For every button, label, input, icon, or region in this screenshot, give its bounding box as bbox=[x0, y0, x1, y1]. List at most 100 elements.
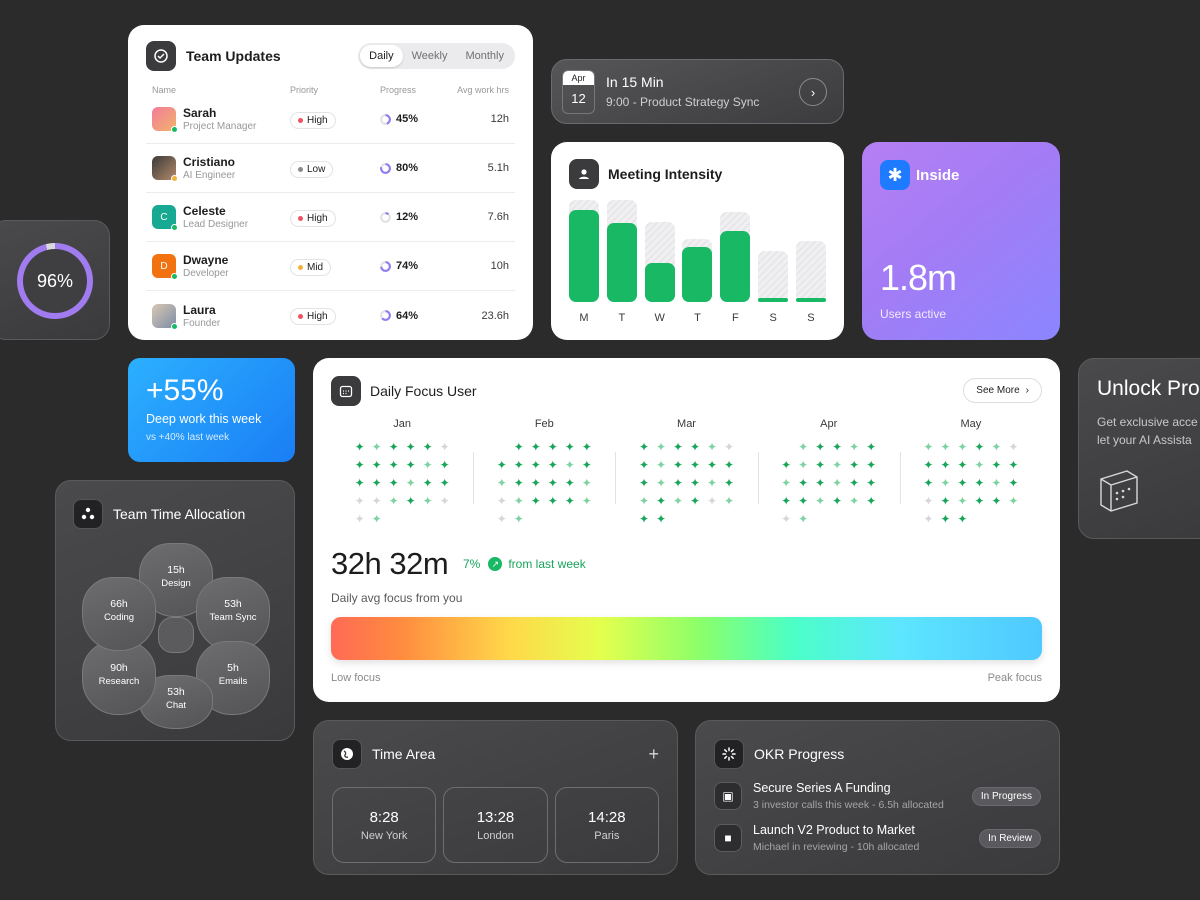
unlock-pro-card[interactable]: Unlock Pro Get exclusive acce let your AI… bbox=[1078, 358, 1200, 539]
focus-day-cell[interactable]: ✦ bbox=[496, 476, 507, 490]
table-row[interactable]: D Dwayne Developer Mid 74% 10h bbox=[146, 242, 515, 291]
focus-day-cell[interactable]: ✦ bbox=[439, 476, 450, 490]
focus-day-cell[interactable]: ✦ bbox=[581, 440, 592, 454]
focus-day-cell[interactable]: ✦ bbox=[923, 458, 934, 472]
focus-day-cell[interactable]: ✦ bbox=[405, 476, 416, 490]
focus-day-cell[interactable]: ✦ bbox=[439, 440, 450, 454]
focus-day-cell[interactable]: ✦ bbox=[923, 440, 934, 454]
focus-day-cell[interactable]: ✦ bbox=[957, 458, 968, 472]
focus-day-cell[interactable]: ✦ bbox=[564, 494, 575, 508]
focus-day-cell[interactable]: ✦ bbox=[832, 458, 843, 472]
focus-day-cell[interactable]: ✦ bbox=[849, 458, 860, 472]
focus-day-cell[interactable]: ✦ bbox=[547, 494, 558, 508]
focus-day-cell[interactable]: ✦ bbox=[530, 476, 541, 490]
focus-day-cell[interactable]: ✦ bbox=[388, 476, 399, 490]
focus-day-cell[interactable]: ✦ bbox=[781, 512, 792, 526]
intensity-bar[interactable] bbox=[720, 200, 751, 302]
focus-day-cell[interactable]: ✦ bbox=[781, 458, 792, 472]
focus-day-cell[interactable]: ✦ bbox=[371, 476, 382, 490]
clock-paris[interactable]: 14:28 Paris bbox=[554, 787, 659, 863]
focus-day-cell[interactable]: ✦ bbox=[513, 494, 524, 508]
okr-item[interactable]: ■ Launch V2 Product to Market Michael in … bbox=[714, 823, 1041, 853]
segment-team-sync[interactable]: 53h Team Sync bbox=[196, 577, 270, 651]
focus-day-cell[interactable]: ✦ bbox=[706, 494, 718, 508]
focus-day-cell[interactable]: ✦ bbox=[581, 458, 592, 472]
focus-day-cell[interactable]: ✦ bbox=[405, 494, 416, 508]
focus-day-cell[interactable]: ✦ bbox=[672, 458, 684, 472]
focus-day-cell[interactable]: ✦ bbox=[388, 440, 399, 454]
focus-day-cell[interactable]: ✦ bbox=[638, 494, 650, 508]
focus-day-cell[interactable]: ✦ bbox=[974, 440, 985, 454]
focus-day-cell[interactable]: ✦ bbox=[706, 476, 718, 490]
focus-day-cell[interactable]: ✦ bbox=[388, 494, 399, 508]
focus-day-cell[interactable]: ✦ bbox=[672, 440, 684, 454]
focus-day-cell[interactable]: ✦ bbox=[1008, 494, 1019, 508]
intensity-bar[interactable] bbox=[569, 200, 599, 302]
focus-day-cell[interactable]: ✦ bbox=[866, 494, 877, 508]
focus-day-cell[interactable]: ✦ bbox=[655, 494, 667, 508]
table-row[interactable]: Laura Founder High 64% 23.6h bbox=[146, 291, 515, 340]
focus-day-cell[interactable]: ✦ bbox=[866, 476, 877, 490]
focus-day-cell[interactable]: ✦ bbox=[422, 494, 433, 508]
segment-coding[interactable]: 66h Coding bbox=[82, 577, 156, 651]
focus-day-cell[interactable]: ✦ bbox=[513, 512, 524, 526]
add-icon[interactable]: + bbox=[648, 743, 659, 764]
focus-day-cell[interactable]: ✦ bbox=[1008, 476, 1019, 490]
focus-day-cell[interactable]: ✦ bbox=[530, 440, 541, 454]
focus-day-cell[interactable]: ✦ bbox=[530, 494, 541, 508]
focus-day-cell[interactable]: ✦ bbox=[354, 476, 365, 490]
clock-london[interactable]: 13:28 London bbox=[443, 787, 548, 863]
focus-day-cell[interactable]: ✦ bbox=[866, 458, 877, 472]
focus-day-cell[interactable]: ✦ bbox=[496, 458, 507, 472]
focus-day-cell[interactable]: ✦ bbox=[723, 494, 735, 508]
focus-day-cell[interactable]: ✦ bbox=[849, 494, 860, 508]
focus-day-cell[interactable]: ✦ bbox=[672, 494, 684, 508]
focus-day-cell[interactable]: ✦ bbox=[371, 512, 382, 526]
table-row[interactable]: Sarah Project Manager High 45% 12h bbox=[146, 95, 515, 144]
focus-day-cell[interactable]: ✦ bbox=[496, 494, 507, 508]
focus-day-cell[interactable]: ✦ bbox=[974, 458, 985, 472]
focus-day-cell[interactable]: ✦ bbox=[991, 494, 1002, 508]
chevron-right-icon[interactable]: › bbox=[799, 78, 827, 106]
focus-day-cell[interactable]: ✦ bbox=[564, 458, 575, 472]
focus-day-cell[interactable]: ✦ bbox=[957, 440, 968, 454]
focus-day-cell[interactable]: ✦ bbox=[513, 440, 524, 454]
focus-day-cell[interactable]: ✦ bbox=[371, 458, 382, 472]
focus-day-cell[interactable]: ✦ bbox=[689, 476, 701, 490]
focus-day-cell[interactable]: ✦ bbox=[564, 440, 575, 454]
focus-day-cell[interactable]: ✦ bbox=[974, 494, 985, 508]
focus-day-cell[interactable]: ✦ bbox=[371, 494, 382, 508]
focus-day-cell[interactable]: ✦ bbox=[940, 458, 951, 472]
focus-day-cell[interactable]: ✦ bbox=[439, 458, 450, 472]
tab-monthly[interactable]: Monthly bbox=[465, 50, 504, 62]
tab-weekly[interactable]: Weekly bbox=[411, 50, 448, 62]
focus-day-cell[interactable]: ✦ bbox=[1008, 458, 1019, 472]
focus-day-cell[interactable]: ✦ bbox=[422, 458, 433, 472]
focus-day-cell[interactable]: ✦ bbox=[940, 494, 951, 508]
focus-day-cell[interactable]: ✦ bbox=[923, 476, 934, 490]
focus-day-cell[interactable]: ✦ bbox=[798, 476, 809, 490]
okr-item[interactable]: ▣ Secure Series A Funding 3 investor call… bbox=[714, 781, 1041, 811]
focus-day-cell[interactable]: ✦ bbox=[496, 512, 507, 526]
focus-day-cell[interactable]: ✦ bbox=[422, 440, 433, 454]
focus-day-cell[interactable]: ✦ bbox=[547, 458, 558, 472]
focus-day-cell[interactable]: ✦ bbox=[957, 476, 968, 490]
table-row[interactable]: C Celeste Lead Designer High 12% 7.6h bbox=[146, 193, 515, 242]
focus-day-cell[interactable]: ✦ bbox=[815, 458, 826, 472]
focus-day-cell[interactable]: ✦ bbox=[798, 440, 809, 454]
segment-research[interactable]: 90h Research bbox=[82, 641, 156, 715]
focus-day-cell[interactable]: ✦ bbox=[530, 458, 541, 472]
focus-day-cell[interactable]: ✦ bbox=[940, 476, 951, 490]
focus-day-cell[interactable]: ✦ bbox=[513, 458, 524, 472]
focus-day-cell[interactable]: ✦ bbox=[991, 458, 1002, 472]
intensity-bar[interactable] bbox=[758, 200, 789, 302]
focus-day-cell[interactable]: ✦ bbox=[371, 440, 382, 454]
focus-day-cell[interactable]: ✦ bbox=[723, 458, 735, 472]
focus-day-cell[interactable]: ✦ bbox=[581, 494, 592, 508]
focus-day-cell[interactable]: ✦ bbox=[513, 476, 524, 490]
focus-day-cell[interactable]: ✦ bbox=[672, 476, 684, 490]
focus-day-cell[interactable]: ✦ bbox=[815, 440, 826, 454]
focus-day-cell[interactable]: ✦ bbox=[388, 458, 399, 472]
focus-day-cell[interactable]: ✦ bbox=[706, 440, 718, 454]
focus-day-cell[interactable]: ✦ bbox=[354, 440, 365, 454]
